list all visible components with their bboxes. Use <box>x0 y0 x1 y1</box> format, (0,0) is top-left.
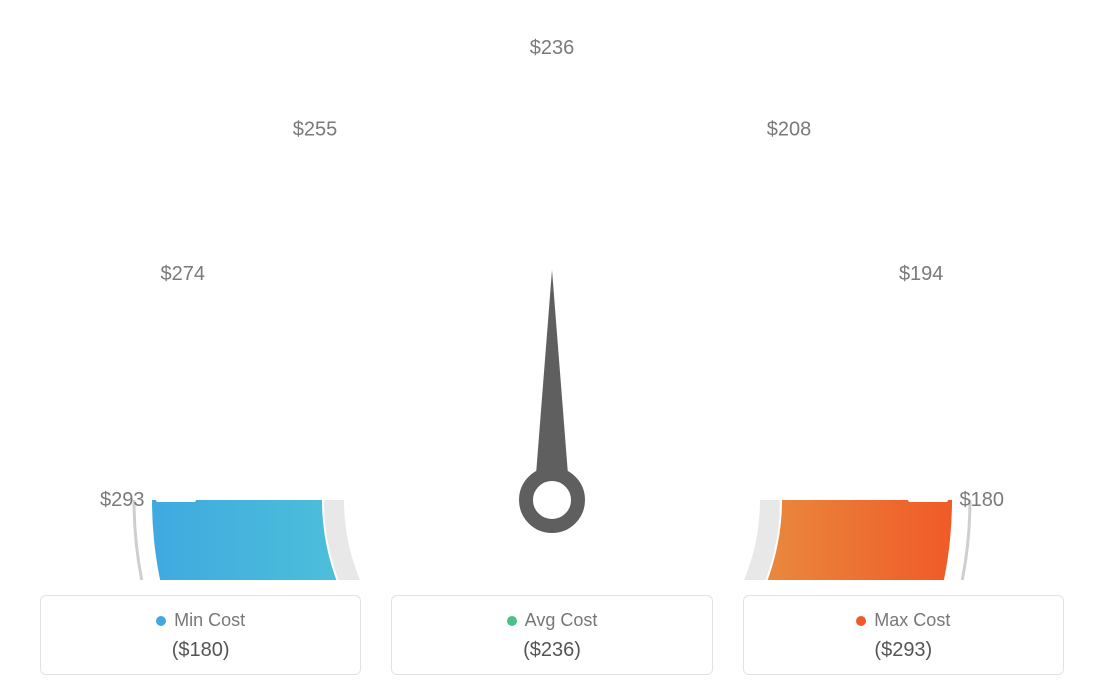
legend-min-value: ($180) <box>51 639 350 662</box>
gauge-needle-hub-icon <box>526 474 578 526</box>
legend-min-dot-icon <box>156 616 166 626</box>
legend-max-card: Max Cost ($293) <box>743 595 1064 675</box>
gauge-tick-major <box>757 177 778 206</box>
legend-max-dot-icon <box>856 616 866 626</box>
gauge-tick-label: $208 <box>767 119 812 141</box>
gauge-tick-major <box>326 177 347 206</box>
gauge-tick-major <box>211 303 242 321</box>
gauge-tick-label: $255 <box>293 119 338 141</box>
legend-min-label: Min Cost <box>174 610 245 631</box>
legend-min-card: Min Cost ($180) <box>40 595 361 675</box>
legend-avg-label: Avg Cost <box>525 610 598 631</box>
gauge-tick-label: $293 <box>100 489 145 511</box>
legend-max-value: ($293) <box>754 639 1053 662</box>
gauge-tick-minor <box>262 234 278 249</box>
legend-avg-title: Avg Cost <box>507 610 598 631</box>
gauge-needle <box>534 270 570 500</box>
gauge-tick-major <box>862 303 893 321</box>
cost-gauge: $180 $194 $208 $236 $255 $274 $293 <box>0 0 1104 580</box>
legend-max-label: Max Cost <box>874 610 950 631</box>
gauge-tick-minor <box>911 398 932 404</box>
legend-avg-value: ($236) <box>402 639 701 662</box>
gauge-tick-minor <box>664 124 671 145</box>
gauge-tick-minor <box>826 234 842 249</box>
gauge-tick-label: $180 <box>960 489 1005 511</box>
gauge-chart-container: $180 $194 $208 $236 $255 $274 $293 Min Cost ($… <box>0 0 1104 690</box>
legend-row: Min Cost ($180) Avg Cost ($236) Max Cost… <box>40 595 1064 675</box>
legend-min-title: Min Cost <box>156 610 245 631</box>
legend-avg-card: Avg Cost ($236) <box>391 595 712 675</box>
gauge-tick-label: $236 <box>530 37 575 59</box>
gauge-tick-minor <box>171 398 192 404</box>
gauge-tick-label: $274 <box>161 263 206 285</box>
gauge-tick-label: $194 <box>899 263 944 285</box>
legend-avg-dot-icon <box>507 616 517 626</box>
legend-max-title: Max Cost <box>856 610 950 631</box>
gauge-tick-minor <box>434 124 441 145</box>
